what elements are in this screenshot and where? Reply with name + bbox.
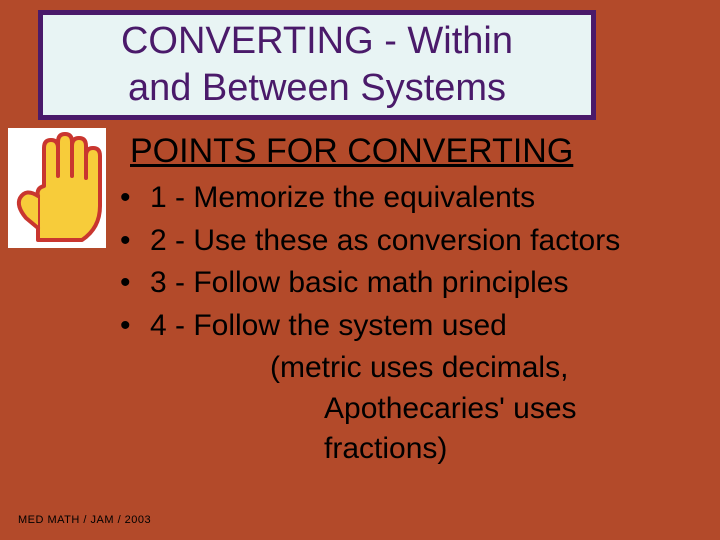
title-line-1: CONVERTING - Within (121, 18, 513, 66)
hand-icon (8, 128, 106, 248)
footer-text: MED MATH / JAM / 2003 (18, 514, 151, 526)
list-item: • 4 - Follow the system used (120, 306, 700, 347)
bullet-marker: • (120, 263, 150, 304)
bullet-text: 2 - Use these as conversion factors (150, 221, 620, 262)
continuation-line: (metric uses decimals, (270, 348, 700, 389)
continuation-line: Apothecaries' uses fractions) (324, 389, 700, 470)
bullet-marker: • (120, 221, 150, 262)
title-box: CONVERTING - Within and Between Systems (38, 10, 596, 120)
bullet-marker: • (120, 178, 150, 219)
bullet-marker: • (120, 306, 150, 347)
bullet-list: • 1 - Memorize the equivalents • 2 - Use… (120, 178, 700, 470)
bullet-text: 1 - Memorize the equivalents (150, 178, 535, 219)
bullet-text: 3 - Follow basic math principles (150, 263, 569, 304)
list-item: • 2 - Use these as conversion factors (120, 221, 700, 262)
list-item: • 1 - Memorize the equivalents (120, 178, 700, 219)
subtitle: POINTS FOR CONVERTING (130, 132, 573, 171)
bullet-text: 4 - Follow the system used (150, 306, 507, 347)
list-item: • 3 - Follow basic math principles (120, 263, 700, 304)
title-line-2: and Between Systems (128, 65, 506, 113)
